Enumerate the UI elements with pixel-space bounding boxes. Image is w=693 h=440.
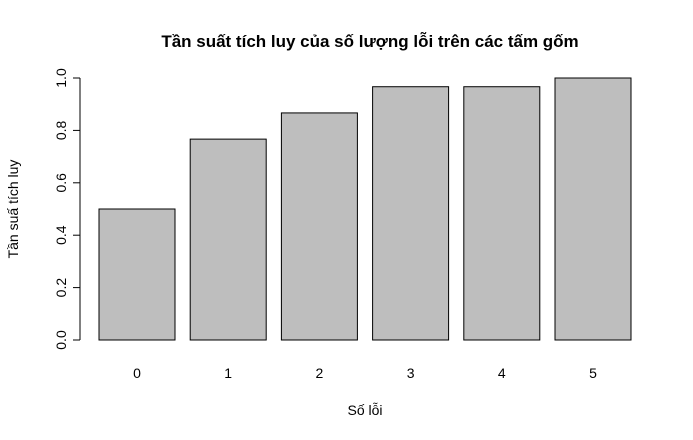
y-tick-label: 0.0 [53, 330, 69, 350]
y-tick-label: 0.2 [53, 278, 69, 298]
bar-0 [98, 208, 176, 341]
x-tick-label: 1 [224, 365, 232, 381]
bar-4 [463, 86, 541, 341]
x-tick-label: 4 [498, 365, 506, 381]
y-tick-label: 0.8 [53, 120, 69, 140]
x-tick-label: 3 [407, 365, 415, 381]
x-tick-label: 5 [589, 365, 597, 381]
y-tick-label: 0.6 [53, 173, 69, 193]
y-axis: 0.0 0.2 0.4 0.6 0.8 1.0 [53, 68, 81, 350]
y-tick-label: 0.4 [53, 225, 69, 245]
x-tick-label: 0 [133, 365, 141, 381]
bar-5 [554, 77, 632, 341]
chart-title: Tần suất tích luy của số lượng lỗi trên … [161, 32, 578, 51]
bars-group [98, 77, 632, 341]
bar-2 [280, 112, 358, 341]
bar-3 [372, 86, 450, 341]
bar-1 [189, 138, 267, 341]
y-tick-label: 1.0 [53, 68, 69, 88]
x-tick-label: 2 [316, 365, 324, 381]
y-axis-label: Tần suấ tích luy [5, 160, 21, 259]
x-axis-label: Số lỗi [347, 402, 382, 418]
x-tick-labels: 0 1 2 3 4 5 [133, 365, 597, 381]
